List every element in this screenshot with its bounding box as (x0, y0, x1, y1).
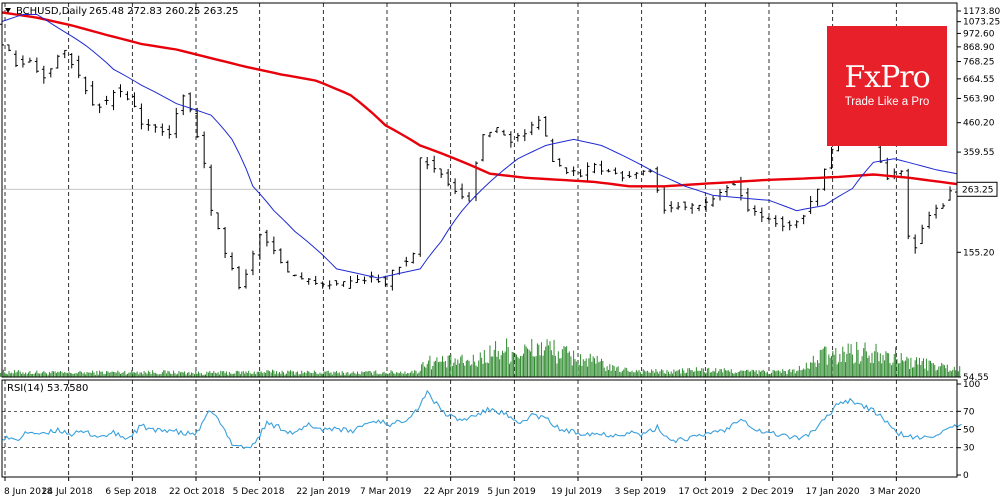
rsi-tick-label: 100 (963, 380, 980, 390)
price-tick-label: 768.25 (963, 58, 995, 68)
time-tick-label: 8 Jun 2018 (4, 487, 53, 497)
rsi-tick-label: 70 (963, 407, 975, 417)
volume-histogram (0, 338, 961, 377)
vertical-grid (4, 3, 897, 477)
logo-name: FxPro (844, 60, 930, 95)
rsi-axis-ticks: 100 70 50 30 0 (957, 380, 980, 481)
time-tick-label: 17 Oct 2019 (678, 487, 734, 497)
time-tick-label: 2 Dec 2019 (742, 487, 794, 497)
price-bars (0, 21, 959, 291)
time-tick-label: 5 Jun 2019 (487, 487, 536, 497)
time-tick-label: 19 Jul 2019 (551, 487, 602, 497)
time-tick-label: 3 Mar 2020 (869, 487, 921, 497)
rsi-tick-label: 50 (963, 426, 975, 436)
time-tick-label: 5 Dec 2018 (233, 487, 285, 497)
current-price-label: 263.25 (962, 185, 994, 195)
price-tick-label: 563.90 (963, 94, 995, 104)
time-tick-label: 22 Jan 2019 (296, 487, 350, 497)
rsi-label: RSI(14) 53.7580 (7, 383, 88, 394)
price-tick-label: 664.55 (963, 75, 995, 85)
time-tick-label: 3 Sep 2019 (615, 487, 667, 497)
time-tick-label: 6 Sep 2018 (105, 487, 157, 497)
time-tick-label: 17 Jan 2020 (806, 487, 860, 497)
price-tick-label: 868.90 (963, 43, 995, 53)
price-tick-label: 155.20 (963, 248, 995, 258)
price-tick-label: 460.20 (963, 119, 995, 129)
price-tick-label: 359.55 (963, 148, 995, 158)
rsi-tick-label: 0 (963, 471, 969, 481)
price-panel-frame (1, 2, 958, 378)
time-tick-label: 22 Apr 2019 (424, 487, 480, 497)
price-tick-label: 1173.80 (963, 7, 1000, 17)
logo-tagline: Trade Like a Pro (844, 96, 930, 108)
current-price-box (956, 181, 998, 197)
price-tick-label: 972.60 (963, 29, 995, 39)
current-price-marker: 263.25 (956, 181, 998, 197)
moving-average-short-line (1, 14, 958, 279)
rsi-line (1, 389, 962, 450)
time-tick-label: 7 Mar 2019 (360, 487, 412, 497)
brand-logo: FxPro Trade Like a Pro (827, 26, 947, 146)
panel-frames (1, 2, 958, 478)
symbol-label: BCHUSD,Daily (16, 6, 87, 17)
ohlc-values: 265.48 272.83 260.25 263.25 (89, 6, 239, 17)
moving-average-long-line (1, 11, 958, 188)
price-tick-label: 54.55 (963, 373, 989, 383)
horizontal-grid (2, 188, 957, 449)
rsi-tick-label: 30 (963, 444, 975, 454)
menu-triangle-icon[interactable] (5, 8, 11, 13)
rsi-panel-frame (1, 379, 958, 478)
price-tick-label: 1073.25 (963, 18, 1000, 28)
time-tick-label: 22 Oct 2018 (169, 487, 225, 497)
time-tick-label: 24 Jul 2018 (42, 487, 93, 497)
